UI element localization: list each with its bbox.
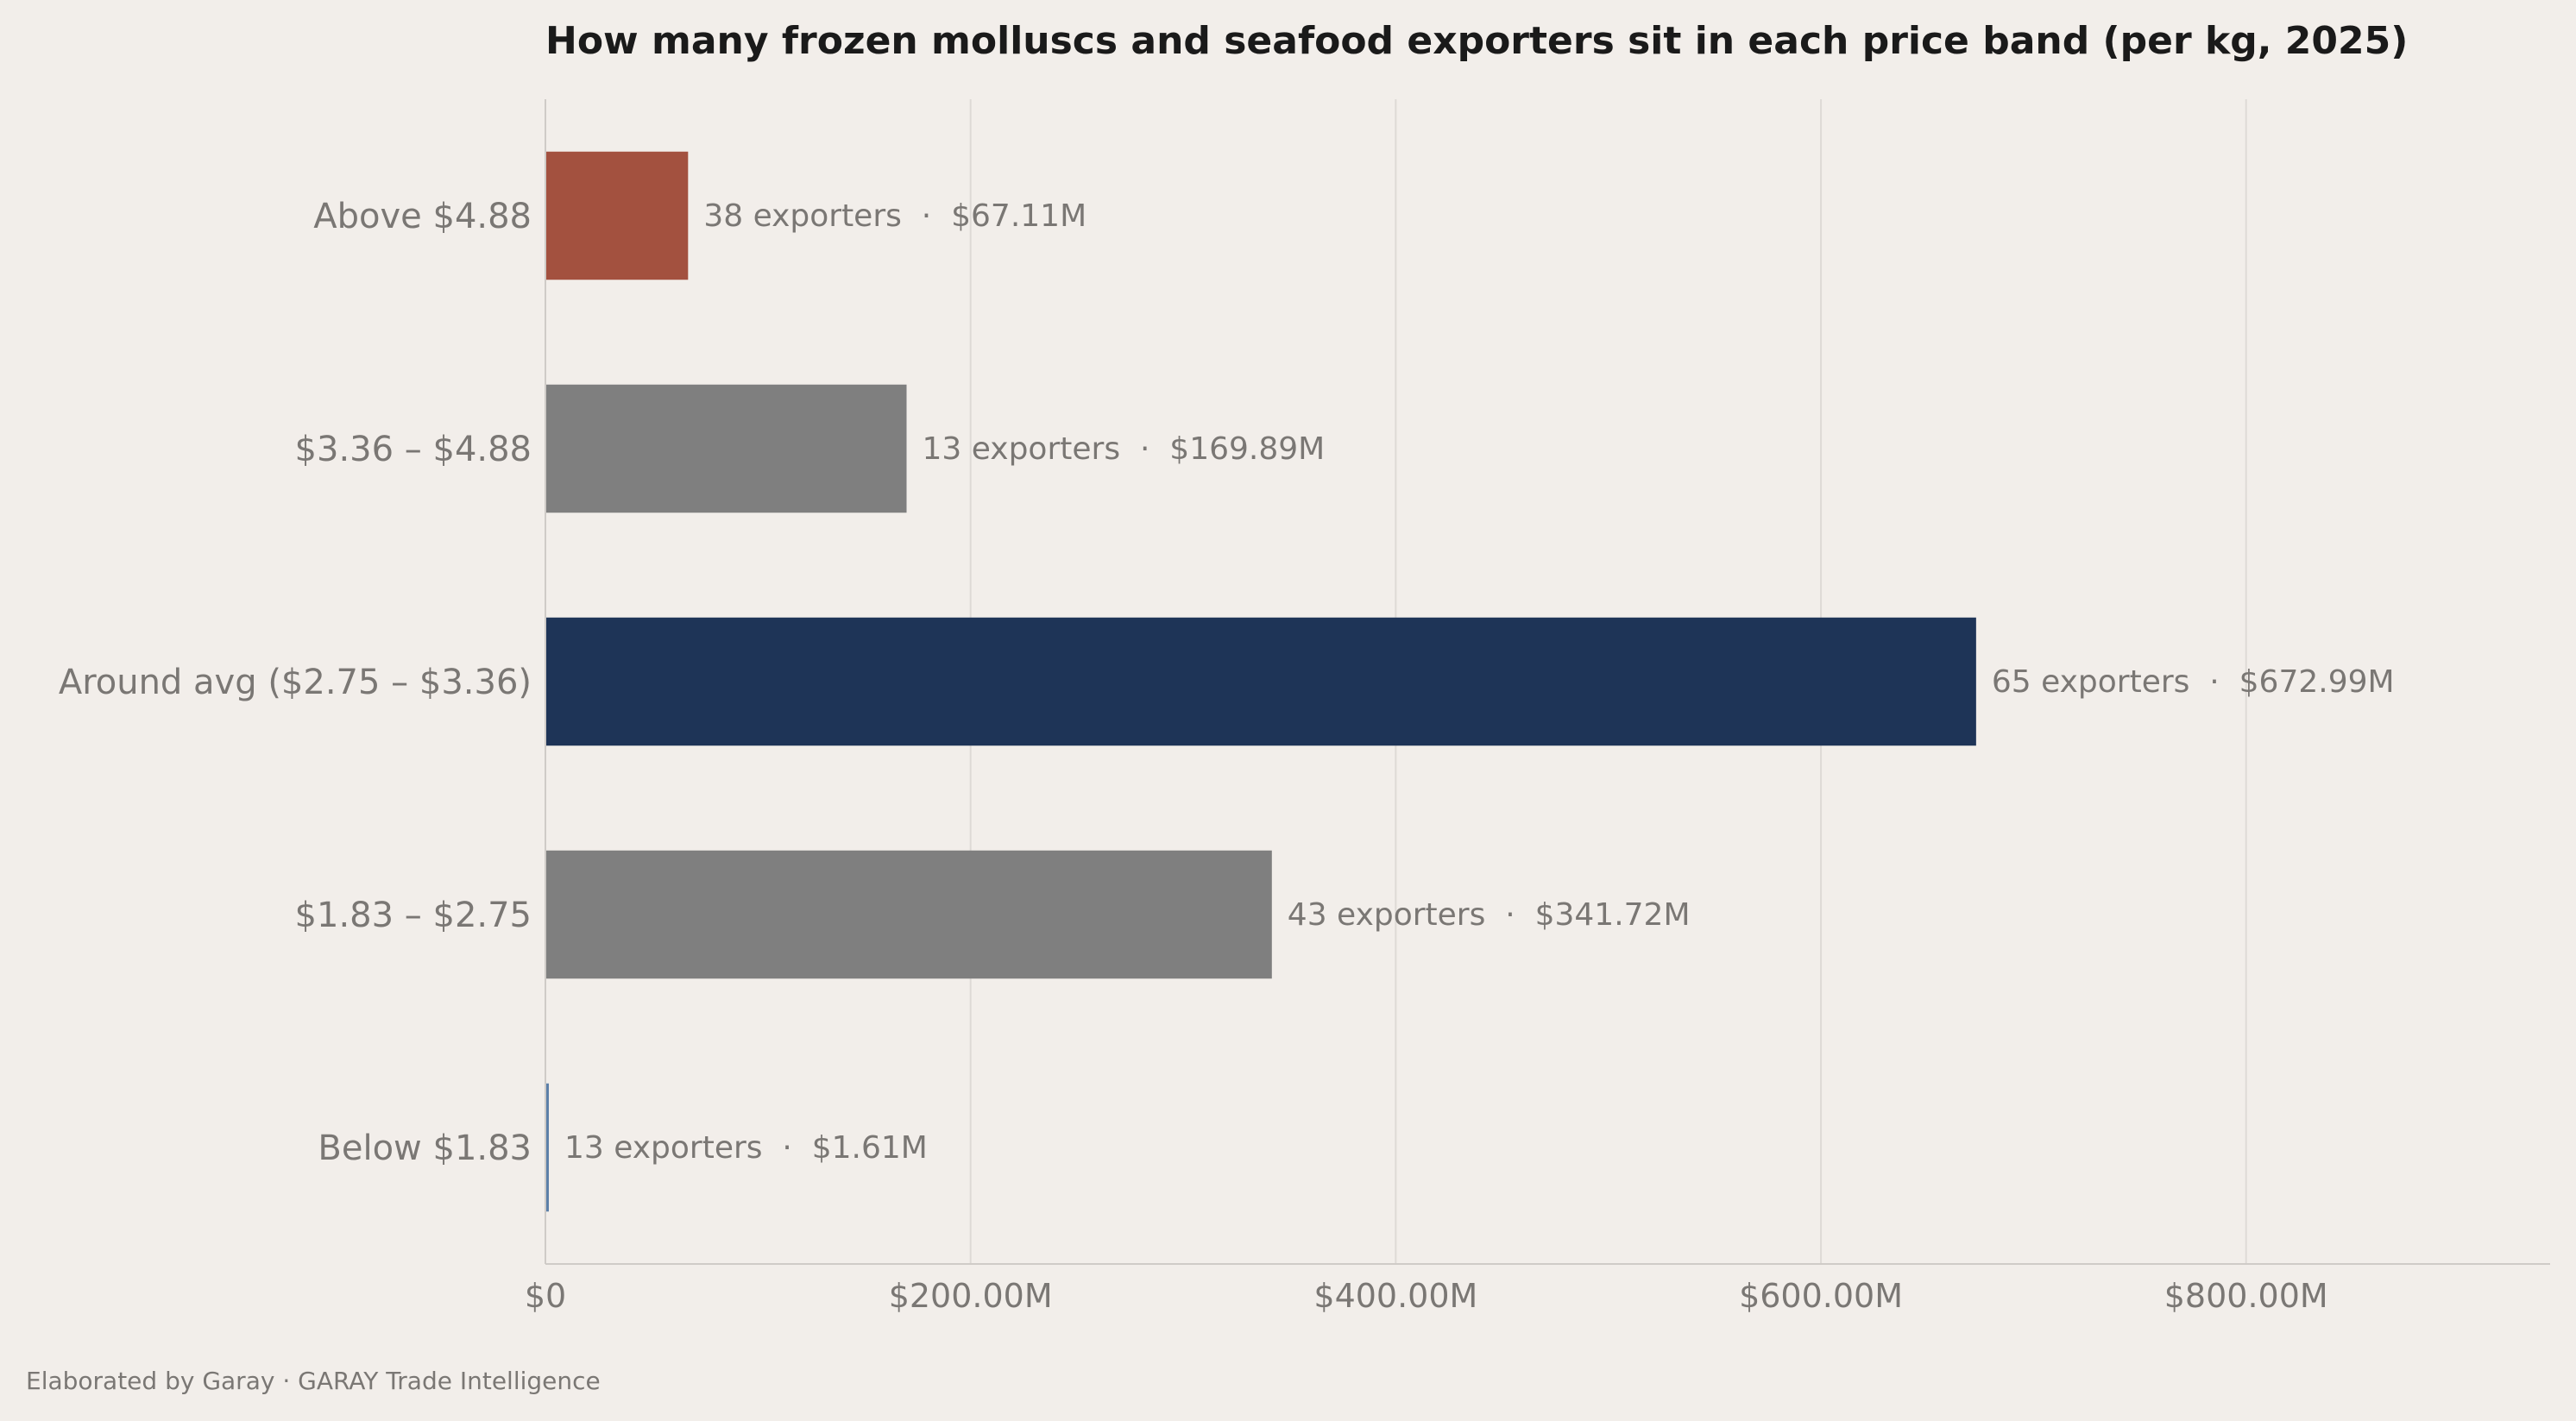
category-label: Below $1.83 [318,1129,532,1168]
data-label: 65 exporters · $672.99M [1992,664,2395,700]
x-tick-label: $800.00M [2164,1277,2328,1315]
x-tick-label: $200.00M [889,1277,1053,1315]
chart-title: How many frozen molluscs and seafood exp… [545,19,2408,63]
labels-layer: $0 $200.00M $400.00M $600.00M $800.00M Above … [59,197,2395,1315]
bar [545,384,907,513]
x-tick-label: $0 [525,1277,566,1315]
data-label: 13 exporters · $169.89M [923,431,1326,467]
category-label: $1.83 – $2.75 [295,896,532,935]
data-label: 13 exporters · $1.61M [564,1130,928,1166]
x-tick-label: $400.00M [1313,1277,1477,1315]
bar [545,850,1272,979]
category-label: Above $4.88 [313,197,532,236]
x-tick-label: $600.00M [1739,1277,1903,1315]
bar [545,617,1976,746]
data-label: 38 exporters · $67.11M [703,198,1086,234]
bar [545,151,689,280]
category-label: Around avg ($2.75 – $3.36) [59,663,532,702]
bars-layer [545,151,1976,1212]
footer-credit: Elaborated by Garay · GARAY Trade Intell… [26,1367,601,1395]
category-label: $3.36 – $4.88 [295,430,532,469]
data-label: 43 exporters · $341.72M [1288,897,1691,933]
axis-layer [545,99,2550,1265]
bar [545,1083,549,1212]
